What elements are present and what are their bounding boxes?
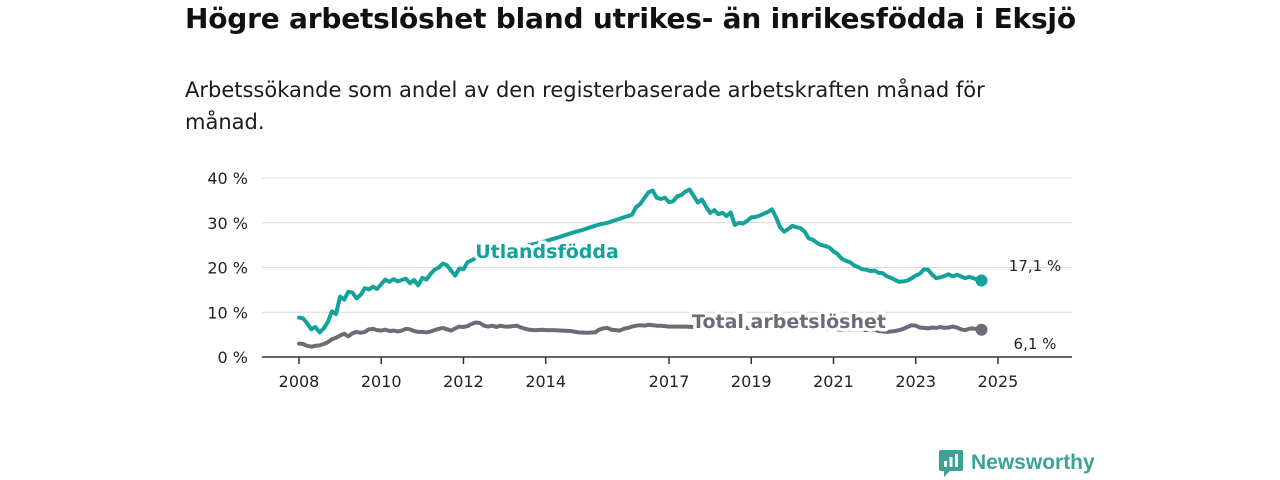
x-tick-label: 2019 [731, 372, 772, 391]
series-label-foreign-born: Utlandsfödda [475, 241, 619, 263]
x-tick-label: 2012 [443, 372, 484, 391]
x-tick-label: 2010 [361, 372, 402, 391]
y-tick-label: 10 % [207, 303, 248, 322]
chart-title: Högre arbetslöshet bland utrikes- än inr… [185, 2, 1076, 35]
series-label-total: Total arbetslöshet [692, 311, 886, 333]
y-tick-label: 0 % [218, 348, 248, 367]
x-tick-label: 2014 [525, 372, 566, 391]
y-tick-label: 20 % [207, 259, 248, 278]
x-tick-label: 2023 [895, 372, 936, 391]
brand-name: Newsworthy [971, 451, 1095, 474]
x-tick-label: 2021 [813, 372, 854, 391]
x-tick-label: 2008 [279, 372, 320, 391]
newsworthy-logo-icon [939, 450, 963, 477]
x-tick-label: 2025 [978, 372, 1019, 391]
series-endpoint-total [975, 323, 988, 336]
brand-logo[interactable]: Newsworthy [938, 448, 1095, 478]
y-tick-label: 30 % [207, 214, 248, 233]
chart-subtitle: Arbetssökande som andel av den registerb… [185, 78, 985, 134]
end-value-label-total: 6,1 % [1014, 335, 1057, 353]
series-line-foreign-born [297, 187, 984, 335]
end-value-label-foreign-born: 17,1 % [1009, 257, 1061, 275]
series-line-total [297, 320, 984, 349]
y-tick-label: 40 % [207, 169, 248, 188]
series-endpoint-foreign-born [975, 274, 988, 287]
x-tick-label: 2017 [649, 372, 690, 391]
